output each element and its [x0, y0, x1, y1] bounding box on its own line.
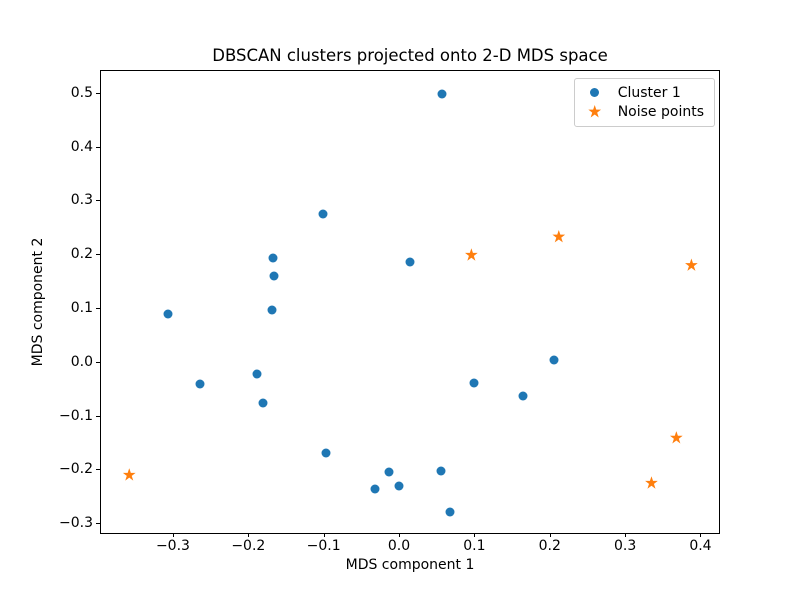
x-tick: [172, 533, 174, 537]
y-tick-label: −0.3: [59, 515, 93, 532]
data-point-cluster1: [269, 271, 279, 281]
y-tick: [96, 254, 100, 256]
x-axis-label: MDS component 1: [345, 557, 475, 573]
legend: Cluster 1 Noise points: [573, 78, 715, 127]
plot-area: Cluster 1 Noise points −0.3 −0.2 −0.1 0.0 0.…: [59, 70, 720, 554]
data-point-noise: [669, 431, 683, 444]
y-tick-label: 0.3: [70, 192, 93, 209]
data-point-cluster1: [437, 89, 447, 99]
y-tick-label: 0.1: [70, 299, 93, 316]
x-tick: [248, 533, 250, 537]
data-point-noise: [465, 248, 478, 261]
data-point-cluster1: [394, 481, 404, 491]
data-point-noise: [122, 468, 136, 481]
x-tick: [700, 533, 702, 537]
data-point-cluster1: [436, 466, 446, 476]
y-tick: [96, 307, 100, 309]
legend-item-cluster1: Cluster 1: [582, 83, 704, 102]
x-tick: [625, 533, 627, 537]
y-tick-label: −0.2: [59, 461, 93, 478]
x-tick: [549, 533, 551, 537]
data-point-cluster1: [321, 448, 331, 458]
data-point-cluster1: [405, 257, 415, 267]
x-tick-label: 0.2: [538, 538, 561, 554]
y-tick: [96, 469, 100, 471]
data-point-cluster1: [258, 398, 268, 408]
y-tick-label: 0.4: [70, 138, 93, 155]
data-point-cluster1: [268, 253, 278, 263]
data-point-noise: [645, 476, 658, 489]
y-tick-label: −0.1: [59, 407, 93, 424]
y-tick-label: 0.2: [70, 246, 93, 263]
legend-marker-box: [582, 88, 608, 97]
y-axis-label: MDS component 2: [30, 237, 46, 367]
legend-item-noise: Noise points: [582, 102, 704, 121]
legend-label-cluster1: Cluster 1: [617, 84, 681, 101]
x-tick: [323, 533, 325, 537]
y-tick: [96, 146, 100, 148]
x-tick-label: 0.4: [689, 538, 712, 554]
data-point-cluster1: [252, 369, 262, 379]
data-point-cluster1: [163, 309, 173, 319]
y-tick-label: 0.0: [70, 353, 93, 370]
data-point-noise: [552, 229, 566, 243]
data-point-cluster1: [445, 507, 455, 517]
data-point-cluster1: [370, 484, 380, 494]
x-tick-label: 0.0: [387, 538, 411, 554]
data-point-noise: [685, 258, 698, 271]
y-tick-label: 0.5: [70, 84, 93, 101]
y-tick: [96, 361, 100, 363]
circle-marker-icon: [590, 88, 600, 97]
chart-title: DBSCAN clusters projected onto 2-D MDS s…: [212, 46, 608, 65]
y-tick: [96, 92, 100, 94]
legend-marker-box: [582, 105, 608, 118]
x-tick-label: 0.1: [463, 538, 486, 554]
x-tick-label: −0.2: [231, 538, 266, 554]
x-tick-label: 0.3: [613, 538, 637, 554]
y-tick: [96, 415, 100, 417]
data-point-cluster1: [549, 355, 559, 365]
star-marker-icon: [588, 105, 602, 118]
x-tick-label: −0.3: [155, 538, 190, 554]
data-point-cluster1: [267, 305, 277, 315]
x-tick-label: −0.1: [306, 538, 341, 554]
y-tick: [96, 523, 100, 525]
data-point-cluster1: [318, 209, 328, 219]
x-tick: [474, 533, 476, 537]
data-point-cluster1: [518, 391, 528, 401]
legend-label-noise: Noise points: [617, 103, 704, 120]
data-point-cluster1: [469, 378, 479, 388]
data-point-cluster1: [195, 379, 205, 389]
y-tick: [96, 200, 100, 202]
x-tick: [399, 533, 401, 537]
data-point-cluster1: [384, 467, 394, 477]
